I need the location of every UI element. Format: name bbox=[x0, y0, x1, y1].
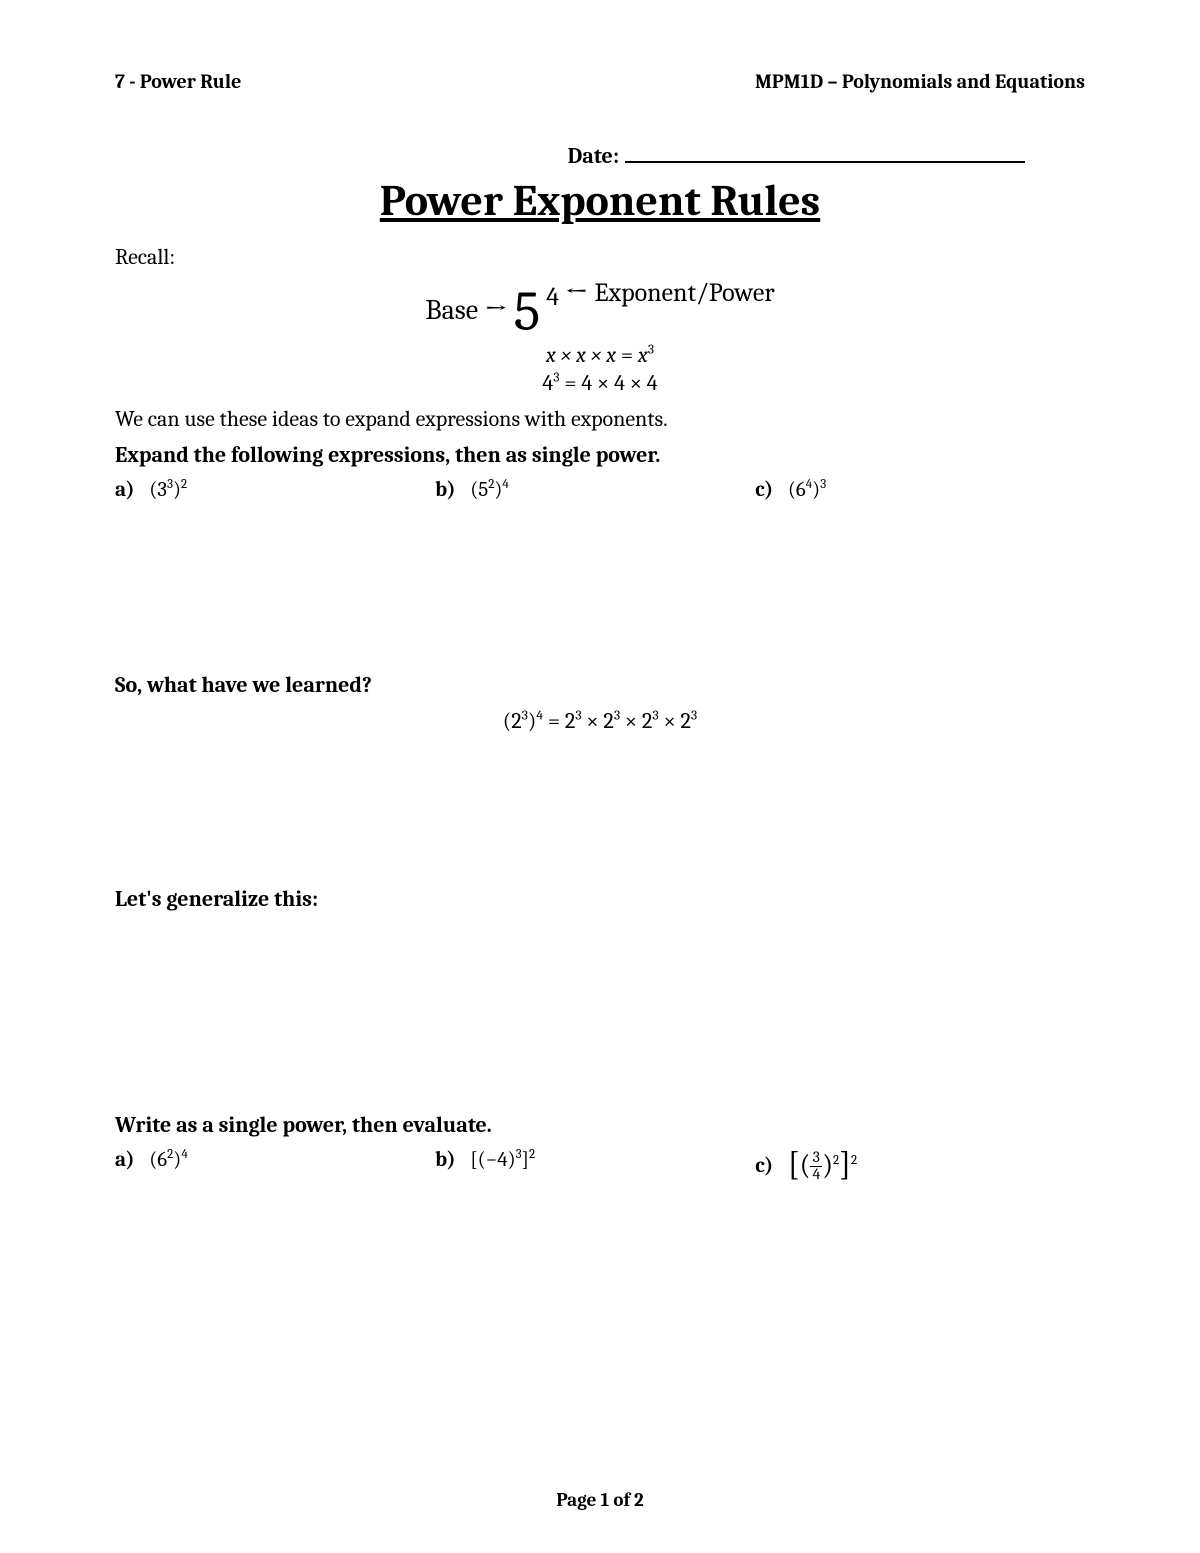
prob-2c-num: 3 bbox=[810, 1150, 822, 1167]
eqn2-rhs: 4 × 4 × 4 bbox=[581, 370, 657, 396]
diagram-exponent-wrap: 4 bbox=[546, 282, 559, 314]
diagram-exp-value: 4 bbox=[546, 282, 559, 312]
eqn1-rhs-exp: 3 bbox=[648, 343, 654, 358]
problem-1c: c) (64)3 bbox=[755, 478, 1075, 502]
prob-2a-label: a) bbox=[115, 1148, 135, 1172]
learned-lhs-base: 2 bbox=[511, 708, 521, 734]
recall-eqn-2: 43 = 4 × 4 × 4 bbox=[115, 370, 1085, 396]
prob-2b-inner: 3 bbox=[516, 1147, 522, 1162]
eqn1-rhs-base: x bbox=[638, 342, 648, 368]
worksheet-page: 7 - Power Rule MPM1D – Polynomials and E… bbox=[0, 0, 1200, 1553]
prob-2c-den: 4 bbox=[810, 1167, 822, 1183]
write-single-label: Write as a single power, then evaluate. bbox=[115, 1112, 1085, 1138]
expand-instruction: Expand the following expressions, then a… bbox=[115, 442, 1085, 468]
date-blank-line bbox=[625, 141, 1025, 163]
prob-1c-outer: 3 bbox=[820, 477, 826, 492]
eqn2-lhs-base: 4 bbox=[542, 370, 553, 396]
workspace-gap-2 bbox=[115, 922, 1085, 1112]
problem-2a: a) (62)4 bbox=[115, 1148, 435, 1186]
base-label: Base bbox=[425, 294, 478, 326]
prob-2b-outer: 2 bbox=[529, 1147, 535, 1162]
prob-1b-outer: 4 bbox=[502, 477, 508, 492]
base-exponent-diagram: Base → 5 4 ← Exponent/Power bbox=[115, 282, 1085, 338]
eqn2-lhs-exp: 3 bbox=[553, 371, 559, 386]
page-title: Power Exponent Rules bbox=[115, 175, 1085, 226]
arrow-right-icon: → bbox=[484, 295, 508, 325]
problem-2c: c) [(34)2]2 bbox=[755, 1148, 1075, 1186]
exponent-label: Exponent/Power bbox=[594, 278, 774, 308]
learned-label: So, what have we learned? bbox=[115, 672, 1085, 698]
intro-line: We can use these ideas to expand express… bbox=[115, 406, 1085, 432]
prob-2c-outer: 2 bbox=[851, 1153, 857, 1168]
header-right: MPM1D – Polynomials and Equations bbox=[755, 70, 1085, 93]
prob-1c-label: c) bbox=[755, 478, 773, 502]
recall-diagram-block: Base → 5 4 ← Exponent/Power x × x × x = … bbox=[115, 282, 1085, 396]
learned-rhs-4: 23 bbox=[681, 708, 698, 734]
footer-prefix: Page bbox=[556, 1489, 600, 1511]
recall-eqn-1: x × x × x = x3 bbox=[115, 342, 1085, 368]
prob-2a-inner: 2 bbox=[167, 1147, 173, 1162]
prob-2a-outer: 4 bbox=[181, 1147, 187, 1162]
problem-2b: b) [(−4)3]2 bbox=[435, 1148, 755, 1186]
learned-equation: (23)4 = 23 × 23 × 23 × 23 bbox=[115, 708, 1085, 734]
prob-1b-inner: 2 bbox=[488, 477, 494, 492]
prob-1c-inner: 4 bbox=[806, 477, 812, 492]
problem-set-1: a) (33)2 b) (52)4 c) (64)3 bbox=[115, 478, 1085, 502]
prob-2b-label: b) bbox=[435, 1148, 456, 1172]
learned-rhs-1: 23 bbox=[565, 708, 582, 734]
prob-2c-label: c) bbox=[755, 1154, 773, 1178]
header-left: 7 - Power Rule bbox=[115, 70, 241, 93]
learned-lhs-inner: 3 bbox=[522, 709, 528, 724]
prob-1a-inner: 3 bbox=[167, 477, 173, 492]
date-label: Date: bbox=[568, 143, 619, 169]
date-field: Date: bbox=[115, 141, 1025, 169]
prob-1c-base: 6 bbox=[796, 478, 806, 502]
learned-rhs-3: 23 bbox=[642, 708, 659, 734]
learned-lhs-outer: 4 bbox=[536, 709, 543, 724]
prob-1b-label: b) bbox=[435, 478, 456, 502]
workspace-gap-1 bbox=[115, 736, 1085, 886]
problem-1b: b) (52)4 bbox=[435, 478, 755, 502]
diagram-base-value: 5 bbox=[514, 284, 541, 340]
prob-1b-base: 5 bbox=[478, 478, 488, 502]
eqn1-lhs: x × x × x bbox=[546, 342, 616, 368]
prob-1a-label: a) bbox=[115, 478, 135, 502]
prob-1a-base: 3 bbox=[157, 478, 167, 502]
problem-set-2: a) (62)4 b) [(−4)3]2 c) [(34)2]2 bbox=[115, 1148, 1085, 1186]
prob-1a-outer: 2 bbox=[181, 477, 187, 492]
footer-current: 1 bbox=[601, 1489, 610, 1511]
page-footer: Page 1 of 2 bbox=[0, 1489, 1200, 1511]
arrow-left-icon: ← bbox=[565, 278, 589, 308]
recall-label: Recall: bbox=[115, 244, 1085, 270]
prob-2a-base: 6 bbox=[157, 1148, 167, 1172]
problem-1a: a) (33)2 bbox=[115, 478, 435, 502]
footer-of: of bbox=[609, 1489, 634, 1511]
generalize-label: Let's generalize this: bbox=[115, 886, 1085, 912]
prob-2b-base: −4 bbox=[486, 1148, 508, 1172]
page-header: 7 - Power Rule MPM1D – Polynomials and E… bbox=[115, 70, 1085, 93]
learned-rhs-2: 23 bbox=[603, 708, 620, 734]
footer-total: 2 bbox=[634, 1489, 644, 1511]
